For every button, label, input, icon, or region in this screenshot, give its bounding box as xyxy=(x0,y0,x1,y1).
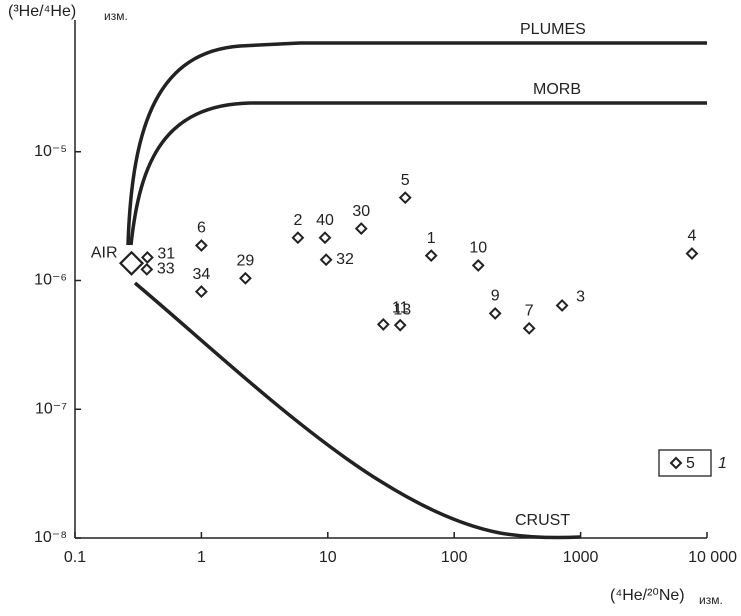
point-label: 30 xyxy=(352,203,370,220)
legend-label: 5 xyxy=(686,455,695,472)
air-point xyxy=(118,250,145,276)
point-label: 2 xyxy=(293,212,302,229)
legend-box xyxy=(658,449,712,477)
point-label: 34 xyxy=(193,266,211,283)
x-axis-label: (⁴He/²⁰Ne) xyxy=(610,587,685,604)
point-label: 9 xyxy=(491,288,500,305)
x-tick-label: 1000 xyxy=(563,549,599,566)
point xyxy=(354,222,368,236)
point xyxy=(488,307,502,320)
y-tick-label: 10⁻⁶ xyxy=(34,272,67,289)
point-label: 33 xyxy=(157,261,175,278)
point-label: 6 xyxy=(197,220,206,237)
point xyxy=(424,249,438,263)
plumes-curve xyxy=(126,41,707,246)
x-tick-label: 0.1 xyxy=(64,549,86,566)
x-tick-label: 10 000 xyxy=(688,549,737,566)
x-axis-label-sub: изм. xyxy=(699,593,723,607)
point-label: 13 xyxy=(393,302,411,319)
curve-label: MORB xyxy=(533,81,581,98)
point xyxy=(555,299,569,312)
point xyxy=(393,318,407,332)
point-label: 5 xyxy=(401,172,410,189)
point-label: 40 xyxy=(316,212,334,229)
legend-marker xyxy=(669,456,683,470)
point xyxy=(471,258,485,272)
point xyxy=(522,321,536,335)
point xyxy=(318,231,332,245)
crust-curve xyxy=(133,281,581,540)
x-tick-label: 100 xyxy=(441,549,468,566)
x-tick-label: 10 xyxy=(319,549,337,566)
point-label: 11 xyxy=(392,299,409,316)
point xyxy=(398,191,412,205)
point xyxy=(194,285,208,299)
point-label: 10 xyxy=(469,240,487,257)
curve-label: CRUST xyxy=(515,512,570,529)
point-label: 29 xyxy=(237,253,255,270)
point-label: 32 xyxy=(336,251,354,268)
point xyxy=(194,239,208,252)
y-tick-label: 10⁻⁵ xyxy=(34,143,67,160)
point-label: 4 xyxy=(687,228,696,245)
point-label: 3 xyxy=(576,289,585,306)
y-tick-label: 10⁻⁷ xyxy=(35,400,67,417)
y-tick-label: 10⁻⁸ xyxy=(34,529,67,546)
point xyxy=(140,251,154,264)
point xyxy=(140,262,154,276)
point xyxy=(239,271,252,285)
x-tick-label: 1 xyxy=(197,549,206,566)
point xyxy=(685,247,699,260)
morb-curve xyxy=(129,101,707,246)
legend-key: 1 xyxy=(718,455,727,472)
air-label: AIR xyxy=(91,245,118,262)
point xyxy=(291,231,305,245)
point xyxy=(376,317,390,331)
y-axis-label-sub: изм. xyxy=(104,9,128,23)
point xyxy=(319,253,333,267)
point-label: 7 xyxy=(525,303,534,320)
point-label: 31 xyxy=(157,246,175,263)
curve-label: PLUMES xyxy=(520,21,586,38)
y-axis-label: (³He/⁴He) xyxy=(8,3,76,20)
point-label: 1 xyxy=(427,230,436,247)
